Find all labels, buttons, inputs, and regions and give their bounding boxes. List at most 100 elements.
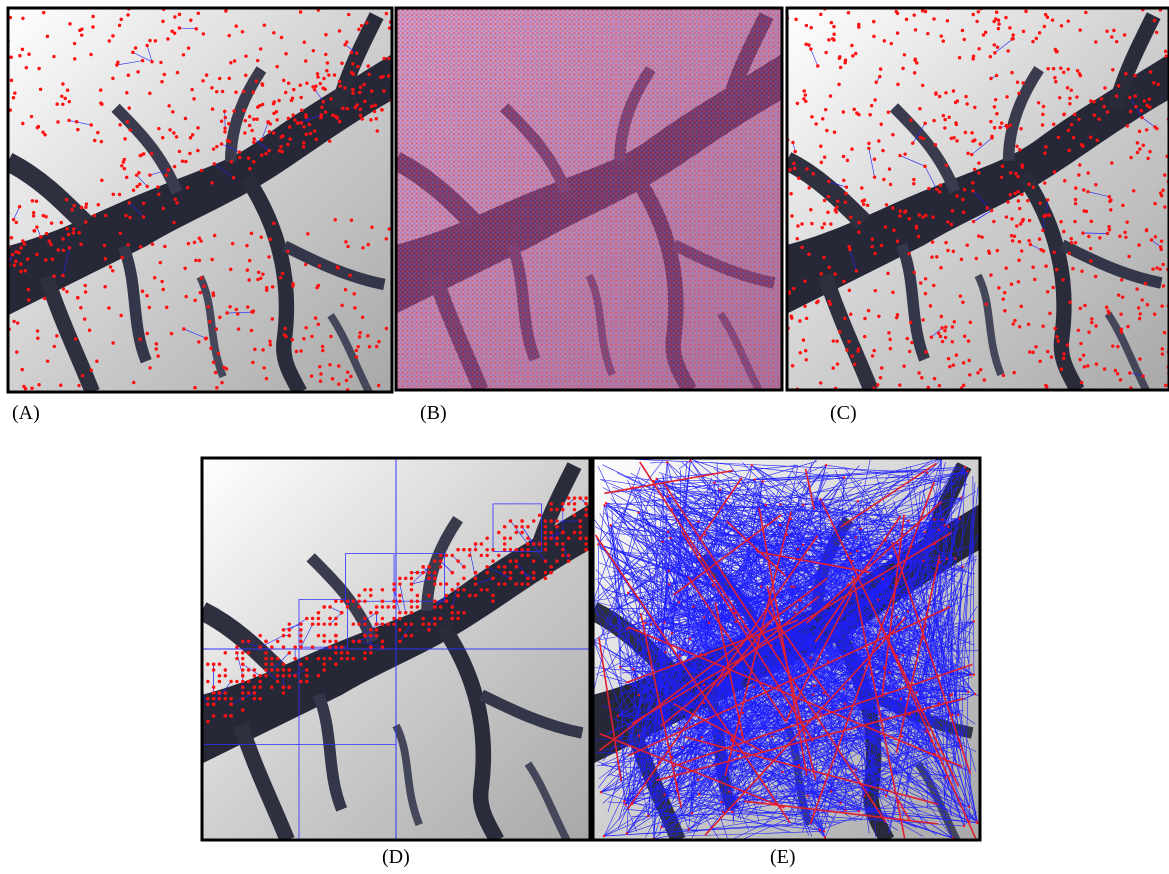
vertex [21,239,25,243]
vertex [444,599,449,603]
mesh-edge [900,156,925,167]
vertex [1134,104,1138,109]
vertex [374,344,379,349]
vertex [363,656,367,661]
vertex [211,714,216,718]
vertex [802,97,806,101]
vertex [1086,171,1090,175]
vertex [939,34,944,38]
vertex [287,622,292,626]
mesh-edge [600,505,604,542]
vertex [305,616,309,621]
vertex [322,76,326,81]
vertex [1043,213,1048,218]
vertex [91,25,95,29]
long-edge [628,535,818,809]
mesh-edge [668,496,849,750]
vertex [1160,304,1164,308]
vertex [859,527,863,530]
vertex [299,633,303,638]
vertex [258,696,262,701]
mesh-edge [758,493,791,586]
vertex [117,23,122,28]
vertex [427,628,431,632]
vertex [392,605,396,609]
vertex [98,88,103,92]
vertex [1034,36,1039,41]
vertex [217,691,222,695]
vertex [1110,35,1114,39]
mesh-edge [865,746,961,758]
vertex [1066,67,1070,71]
vertex [111,192,116,197]
vertex [125,120,130,124]
vertex [966,151,970,156]
vertex [913,58,917,62]
vertex [303,262,308,267]
vertex [1027,182,1031,186]
vertex [15,350,19,354]
vertex [1059,367,1064,371]
vertex [122,166,127,171]
vertex [184,159,188,164]
vertex [1010,70,1014,75]
vertex [1159,239,1164,243]
vertex [328,656,332,661]
vertex [910,340,914,345]
vertex [248,167,252,171]
vertex [49,221,54,225]
vertex [572,502,577,506]
vertex [316,322,321,327]
mesh-edge [857,614,968,692]
vertex [363,99,367,104]
vertex [901,654,905,657]
vertex [398,639,402,644]
vertex [55,334,59,338]
vertex [80,33,84,37]
vertex [1052,170,1057,174]
mesh-edge [736,480,755,753]
vertex [127,201,132,205]
vertex [290,337,295,342]
vertex [1021,29,1026,34]
vertex [367,344,372,349]
vertex [905,336,909,341]
long-edge [674,704,763,752]
vertex [943,524,946,527]
vertex [1143,281,1148,286]
vertex [1161,188,1165,192]
mesh-edge [852,631,864,796]
vertex [1080,269,1084,273]
vertex [337,79,342,84]
vertex [74,120,79,124]
vertex [668,583,671,586]
vertex [198,290,203,295]
vertex [844,191,848,196]
vertex [157,126,161,131]
vertex [663,621,666,624]
vertex [360,315,365,320]
vertex [870,354,875,358]
mesh-edge [744,656,897,662]
vertex [55,102,59,106]
mesh-edge [841,490,897,617]
vertex [977,171,981,175]
vertex [392,599,396,603]
vertex [485,570,489,575]
vertex [631,486,634,489]
vertex [247,114,252,119]
vertex [1161,284,1166,288]
vertex [467,593,472,598]
vertex [1028,242,1033,247]
vertex [847,583,850,586]
vertices [593,458,979,840]
mesh-edge [897,780,970,821]
vertex [427,593,431,598]
vertex [877,314,881,319]
panel-label: (B) [420,402,447,424]
vertex [1054,79,1058,84]
vertex [316,656,321,661]
mesh-edge [856,532,925,612]
vertex [678,727,681,730]
vertex [664,651,667,654]
